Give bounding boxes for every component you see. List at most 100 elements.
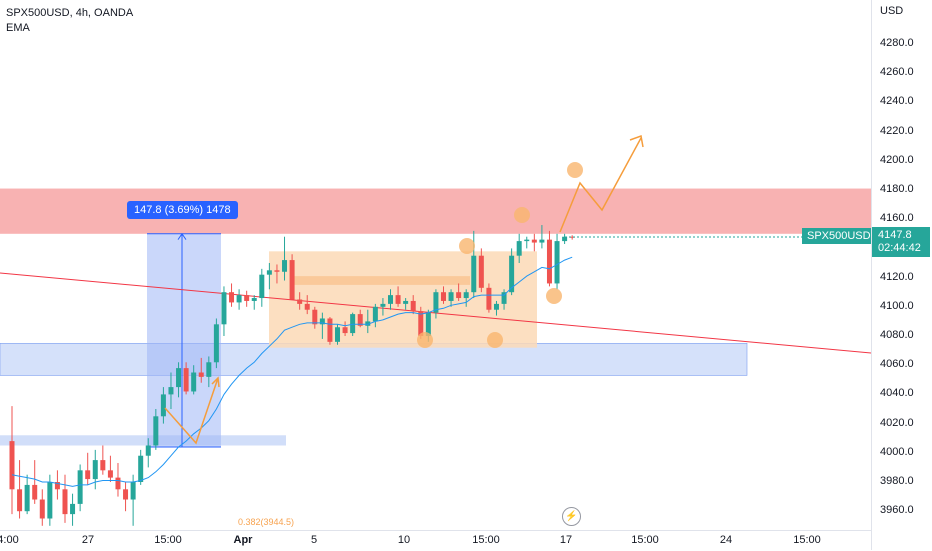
- candle-body: [47, 482, 53, 519]
- candle-body: [516, 241, 522, 256]
- candle-body: [493, 303, 499, 310]
- time-tick-label: 24: [719, 534, 733, 546]
- chart-legend: SPX500USD, 4h, OANDA EMA: [6, 6, 133, 36]
- time-tick-label: 17: [559, 534, 573, 546]
- candle-body: [304, 303, 310, 310]
- price-scale[interactable]: USD 4280.0 4260.0 4240.0 4220.0 4200.0 4180.0…: [871, 0, 932, 550]
- touch-marker: [546, 288, 562, 304]
- chart-plot[interactable]: [0, 0, 871, 530]
- price-tick-label: 4240.0: [880, 95, 914, 108]
- candle-body: [176, 368, 182, 388]
- price-tick-label: 4080.0: [880, 329, 914, 341]
- candle-body: [418, 311, 424, 336]
- time-tick-label: 15:00: [793, 534, 821, 546]
- candle-body: [478, 255, 484, 288]
- candle-body: [410, 300, 416, 312]
- candle-body: [342, 327, 348, 334]
- candle-body: [17, 489, 23, 512]
- candle-body: [562, 236, 568, 242]
- candle-body: [524, 239, 530, 242]
- measure-box: [147, 233, 221, 447]
- time-tick-label: 10: [397, 534, 411, 546]
- projection-arrowhead: [629, 134, 644, 148]
- candle-body: [115, 477, 121, 490]
- candle-body: [319, 318, 325, 325]
- candle-body: [138, 455, 144, 482]
- candle-body: [312, 309, 318, 325]
- candle-body: [24, 484, 30, 512]
- candle-body: [463, 292, 469, 299]
- price-tick-label: 4220.0: [880, 124, 914, 137]
- candle-body: [236, 295, 242, 303]
- candle-body: [297, 299, 303, 304]
- price-tick-label: 4260.0: [880, 66, 914, 79]
- price-tick-label: 4000.0: [880, 445, 914, 458]
- candle-body: [130, 482, 136, 500]
- time-tick-label: 15:00: [631, 534, 659, 546]
- candle-body: [327, 318, 333, 342]
- projection-path: [559, 137, 642, 233]
- candle-body: [213, 324, 219, 363]
- price-tick-label: 4100.0: [880, 299, 914, 312]
- candle-body: [388, 295, 393, 304]
- price-tick-label: 3980.0: [880, 475, 914, 487]
- touch-marker: [417, 332, 433, 348]
- candle-body: [191, 372, 197, 392]
- candle-body: [433, 292, 439, 313]
- lower-support-zone: [0, 435, 286, 446]
- candle-body: [335, 327, 341, 342]
- ema-indicator-label[interactable]: EMA: [6, 22, 30, 34]
- touch-marker: [487, 332, 503, 348]
- candle-body: [456, 292, 462, 299]
- touch-marker: [459, 238, 475, 254]
- price-tick-label: 4180.0: [880, 183, 914, 195]
- candle-body: [39, 499, 45, 519]
- candle-body: [554, 241, 560, 284]
- candle-body: [569, 236, 575, 238]
- price-tick-label: 4120.0: [880, 270, 914, 283]
- price-tick-label: 4040.0: [880, 387, 914, 400]
- candle-body: [509, 255, 515, 293]
- candle-body: [54, 482, 60, 490]
- fib-level-label: 0.382(3944.5): [238, 517, 295, 527]
- measurement-label: 147.8 (3.69%) 1478: [127, 201, 238, 219]
- candle-body: [501, 292, 507, 304]
- candle-body: [206, 362, 212, 377]
- candle-body: [123, 489, 129, 500]
- time-axis[interactable]: 4:00 27 15:00 Apr 5 10 15:00 17 15:00 24 15:00: [0, 530, 871, 551]
- price-tick-label: 4160.0: [880, 212, 914, 225]
- candle-body: [365, 321, 371, 326]
- price-tick-label: 4020.0: [880, 416, 914, 429]
- chart-title[interactable]: SPX500USD, 4h, OANDA: [6, 7, 134, 19]
- candle-body: [168, 387, 174, 395]
- range-midline: [290, 276, 470, 285]
- candle-body: [77, 470, 83, 504]
- price-tick-label: 4200.0: [880, 153, 914, 166]
- candle-body: [274, 270, 280, 272]
- price-tick-label: 4280.0: [880, 37, 914, 49]
- candle-body: [153, 416, 159, 446]
- candle-body: [100, 460, 106, 471]
- candle-body: [92, 460, 98, 480]
- candle-body: [403, 300, 409, 304]
- candle-body: [531, 239, 537, 243]
- last-price-badge: 4147.8 02:44:42: [872, 227, 930, 257]
- projection-path-past: [164, 377, 219, 445]
- lightning-icon[interactable]: ⚡: [562, 507, 581, 526]
- currency-label[interactable]: USD: [880, 5, 904, 17]
- candle-body: [9, 441, 15, 490]
- candle-body: [395, 295, 401, 304]
- time-tick-label: 5: [310, 534, 318, 546]
- candle-body: [380, 303, 386, 307]
- consolidation-range: [269, 251, 537, 348]
- candle-body: [244, 295, 250, 301]
- last-price: 4147.8: [878, 229, 912, 241]
- candle-body: [198, 372, 204, 377]
- touch-marker: [514, 207, 530, 223]
- candle-body: [357, 314, 363, 326]
- candle-body: [266, 270, 272, 275]
- candle-body: [221, 292, 227, 325]
- candle-body: [259, 274, 265, 299]
- bar-countdown: 02:44:42: [878, 242, 921, 254]
